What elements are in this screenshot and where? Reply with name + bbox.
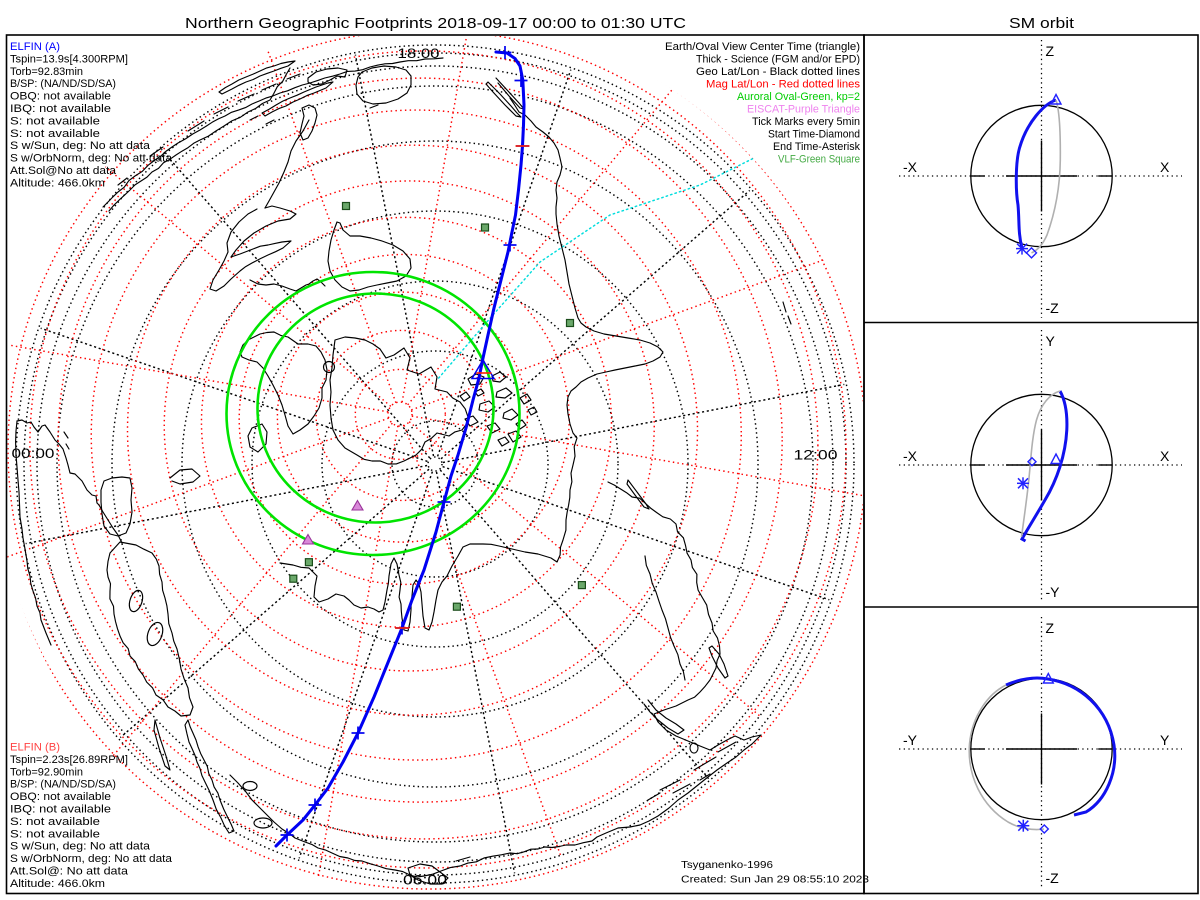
svg-text:X: X — [1160, 448, 1170, 464]
svg-text:VLF-Green Square: VLF-Green Square — [778, 154, 860, 166]
svg-text:X: X — [1160, 159, 1170, 175]
svg-text:S: not available: S: not available — [10, 816, 100, 828]
svg-text:Z: Z — [1046, 43, 1055, 59]
svg-text:Mag Lat/Lon - Red dotted lines: Mag Lat/Lon - Red dotted lines — [706, 79, 861, 91]
svg-text:Altitude: 466.0km: Altitude: 466.0km — [10, 177, 105, 189]
svg-text:06:00: 06:00 — [403, 872, 447, 888]
svg-text:Y: Y — [1160, 732, 1170, 748]
svg-text:IBQ: not available: IBQ: not available — [10, 103, 111, 115]
svg-text:Att.Sol@No att data: Att.Sol@No att data — [10, 165, 117, 177]
svg-text:Torb=92.83min: Torb=92.83min — [10, 66, 83, 78]
svg-text:Tspin=13.9s[4.300RPM]: Tspin=13.9s[4.300RPM] — [10, 53, 128, 65]
svg-text:Geo Lat/Lon - Black dotted lin: Geo Lat/Lon - Black dotted lines — [696, 66, 861, 78]
svg-text:00:00: 00:00 — [12, 445, 55, 461]
svg-text:ELFIN (B): ELFIN (B) — [10, 742, 60, 754]
svg-text:-Z: -Z — [1046, 870, 1060, 886]
svg-text:-X: -X — [903, 159, 918, 175]
svg-text:Y: Y — [1046, 333, 1056, 349]
svg-text:Created: Sun Jan 29 08:55:10 2: Created: Sun Jan 29 08:55:10 2023 — [681, 875, 870, 886]
svg-text:S w/Sun, deg: No att data: S w/Sun, deg: No att data — [10, 140, 151, 152]
svg-text:Tick Marks every 5min: Tick Marks every 5min — [752, 116, 860, 128]
svg-text:Tspin=2.23s[26.89RPM]: Tspin=2.23s[26.89RPM] — [10, 754, 128, 766]
svg-text:-Z: -Z — [1046, 300, 1060, 316]
svg-text:B/SP: (NA/ND/SD/SA): B/SP: (NA/ND/SD/SA) — [10, 78, 116, 90]
svg-text:OBQ: not available: OBQ: not available — [10, 91, 111, 103]
svg-text:S w/Sun, deg: No att data: S w/Sun, deg: No att data — [10, 841, 151, 853]
svg-text:EISCAT-Purple Triangle: EISCAT-Purple Triangle — [747, 104, 860, 116]
svg-text:S: not available: S: not available — [10, 128, 100, 140]
svg-text:SM orbit: SM orbit — [1009, 15, 1075, 32]
svg-text:OBQ: not available: OBQ: not available — [10, 791, 111, 803]
svg-text:IBQ: not available: IBQ: not available — [10, 804, 111, 816]
svg-text:S w/OrbNorm, deg: No att data: S w/OrbNorm, deg: No att data — [10, 853, 173, 865]
svg-text:S: not available: S: not available — [10, 115, 100, 127]
svg-text:12:00: 12:00 — [794, 447, 838, 463]
svg-text:-Y: -Y — [903, 732, 918, 748]
svg-text:Z: Z — [1046, 620, 1055, 636]
svg-text:Start Time-Diamond: Start Time-Diamond — [768, 129, 860, 141]
svg-text:End Time-Asterisk: End Time-Asterisk — [773, 141, 860, 153]
svg-text:Auroral Oval-Green, kp=2: Auroral Oval-Green, kp=2 — [737, 91, 860, 103]
svg-text:Thick - Science (FGM and/or EP: Thick - Science (FGM and/or EPD) — [696, 54, 860, 66]
svg-text:S w/OrbNorm, deg: No att data: S w/OrbNorm, deg: No att data — [10, 153, 173, 165]
svg-text:Altitude: 466.0km: Altitude: 466.0km — [10, 878, 105, 890]
svg-text:Att.Sol@: No att data: Att.Sol@: No att data — [10, 866, 129, 878]
svg-text:ELFIN (A): ELFIN (A) — [10, 41, 60, 53]
svg-text:18:00: 18:00 — [398, 45, 440, 61]
svg-text:B/SP: (NA/ND/SD/SA): B/SP: (NA/ND/SD/SA) — [10, 779, 116, 791]
svg-text:-Y: -Y — [1046, 584, 1061, 600]
svg-text:Torb=92.90min: Torb=92.90min — [10, 766, 83, 778]
svg-text:Tsyganenko-1996: Tsyganenko-1996 — [681, 860, 774, 871]
svg-text:Earth/Oval View Center Time (t: Earth/Oval View Center Time (triangle) — [665, 41, 860, 53]
svg-text:-X: -X — [903, 448, 918, 464]
svg-text:Northern Geographic Footprints: Northern Geographic Footprints 2018-09-1… — [185, 15, 686, 32]
svg-text:S: not available: S: not available — [10, 828, 100, 840]
